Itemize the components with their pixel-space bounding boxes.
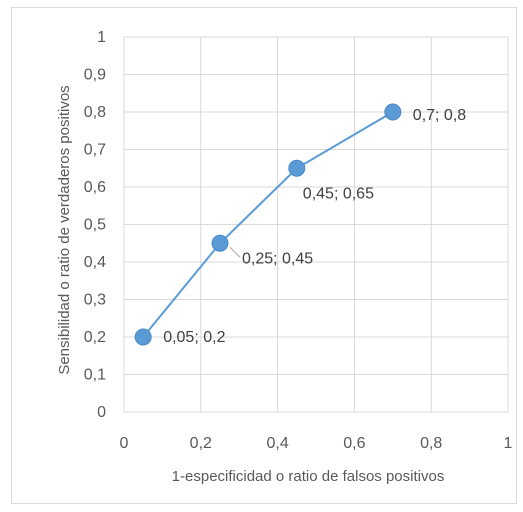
data-labels: 0,05; 0,2 0,25; 0,45 0,45; 0,65 0,7; 0,8: [163, 107, 466, 346]
data-point: [211, 234, 229, 252]
data-label: 0,25; 0,45: [242, 250, 313, 267]
label-leader-line: [229, 246, 241, 258]
gridlines: [123, 36, 509, 413]
data-label: 0,7; 0,8: [413, 107, 466, 124]
x-tick-label: 1: [504, 435, 513, 452]
x-tick-labels: 0 0,2 0,4 0,6 0,8 1: [120, 435, 513, 452]
series-line: [142, 111, 394, 338]
y-tick-label: 0,3: [84, 292, 106, 309]
y-tick-label: 0,1: [84, 367, 106, 384]
x-tick-label: 0,4: [266, 435, 288, 452]
y-tick-label: 0,9: [84, 67, 106, 84]
y-tick-label: 0,8: [84, 104, 106, 121]
data-point: [384, 103, 402, 121]
x-tick-label: 0,8: [420, 435, 442, 452]
y-tick-label: 0: [97, 404, 106, 421]
data-point: [288, 159, 306, 177]
chart-area: [11, 7, 517, 504]
data-label: 0,05; 0,2: [163, 329, 225, 346]
y-tick-labels: 0 0,1 0,2 0,3 0,4 0,5 0,6 0,7 0,8 0,9 1: [84, 29, 106, 421]
y-tick-label: 0,5: [84, 217, 106, 234]
y-tick-label: 0,4: [84, 254, 106, 271]
y-tick-label: 1: [97, 29, 106, 46]
x-tick-label: 0,6: [343, 435, 365, 452]
y-tick-label: 0,6: [84, 179, 106, 196]
series-points: [134, 103, 402, 346]
data-point: [134, 328, 152, 346]
x-axis-title: 1-especificidad o ratio de falsos positi…: [172, 468, 445, 485]
y-axis-title: Sensibilidad o ratio de verdaderos posit…: [56, 85, 73, 374]
y-tick-label: 0,7: [84, 142, 106, 159]
x-tick-label: 0,2: [190, 435, 212, 452]
data-label: 0,45; 0,65: [303, 185, 374, 202]
y-tick-label: 0,2: [84, 329, 106, 346]
x-tick-label: 0: [120, 435, 129, 452]
